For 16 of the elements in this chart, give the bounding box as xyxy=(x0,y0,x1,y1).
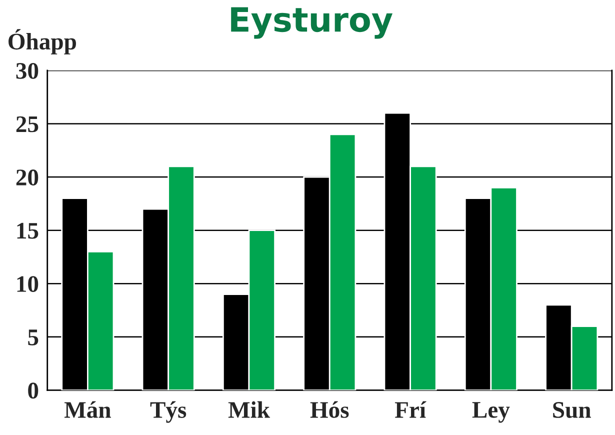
y-tick-label: 20 xyxy=(16,170,38,186)
x-tick-label: Mik xyxy=(228,401,270,418)
y-tick-label: 5 xyxy=(28,330,38,346)
x-tick-label: Ley xyxy=(472,402,510,423)
y-tick-label: 15 xyxy=(17,222,38,239)
y-tick-label: 10 xyxy=(17,276,38,292)
y-tick-label: 30 xyxy=(16,62,38,79)
y-tick-label: 25 xyxy=(16,116,38,132)
x-tick-label: Týs xyxy=(150,401,186,423)
chart-title: Eysturoy xyxy=(231,7,393,39)
x-tick-label: Sun xyxy=(553,402,591,418)
y-tick-label: 0 xyxy=(28,382,38,399)
x-tick-label: Frí xyxy=(394,401,426,418)
x-tick-label: Mán xyxy=(64,401,111,418)
x-tick-label: Hós xyxy=(310,401,349,418)
y-axis-title: Óhapp xyxy=(8,29,76,54)
